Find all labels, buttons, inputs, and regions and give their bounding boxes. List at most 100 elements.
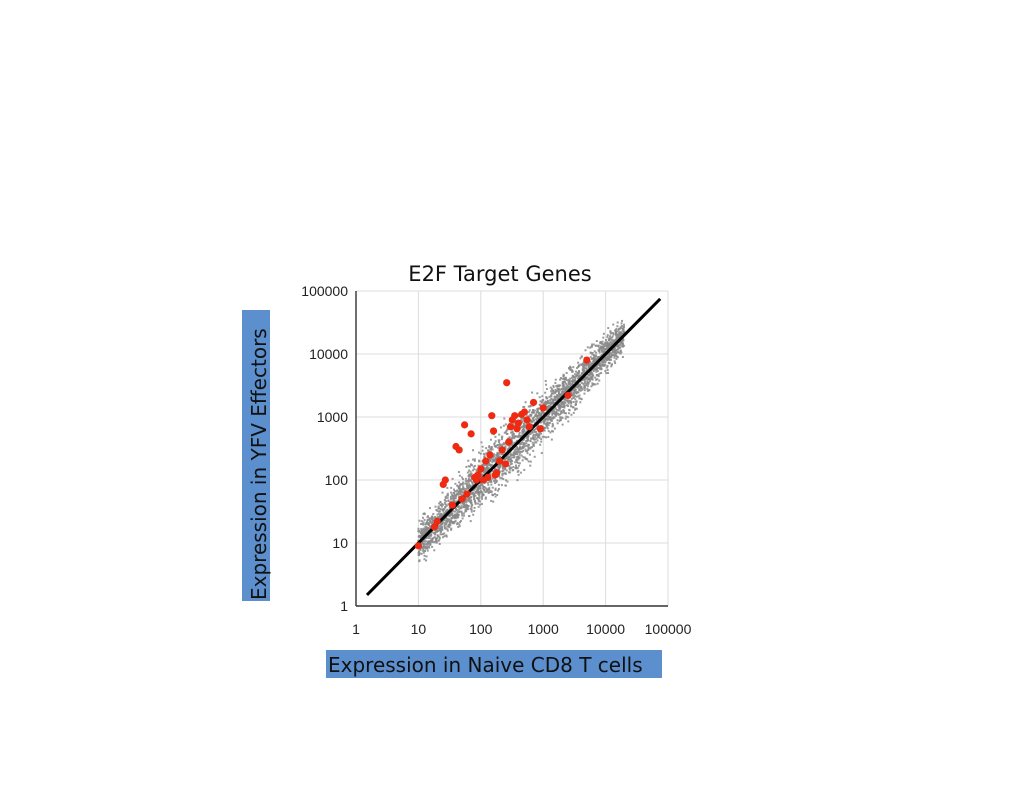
- background-gene-point: [556, 384, 559, 387]
- background-gene-point: [443, 518, 446, 521]
- background-gene-point: [557, 388, 560, 391]
- background-gene-point: [581, 379, 584, 382]
- background-gene-point: [562, 384, 565, 387]
- background-gene-point: [586, 382, 589, 385]
- background-gene-point: [443, 512, 446, 515]
- background-gene-point: [592, 368, 595, 371]
- background-gene-point: [499, 426, 502, 429]
- background-gene-point: [611, 331, 614, 334]
- background-gene-point: [490, 480, 493, 483]
- background-gene-point: [596, 356, 599, 359]
- background-gene-point: [564, 376, 567, 379]
- background-gene-point: [444, 511, 447, 514]
- background-gene-point: [430, 520, 433, 523]
- background-gene-point: [609, 355, 612, 358]
- background-gene-point: [607, 352, 610, 355]
- x-tick-label: 10: [411, 621, 427, 637]
- background-gene-point: [529, 439, 532, 442]
- background-gene-point: [478, 491, 481, 494]
- background-gene-point: [512, 465, 515, 468]
- background-gene-point: [515, 461, 518, 464]
- background-gene-point: [606, 334, 609, 337]
- background-gene-point: [520, 434, 523, 437]
- background-gene-point: [453, 521, 456, 524]
- background-gene-point: [467, 479, 470, 482]
- background-gene-point: [613, 356, 616, 359]
- e2f-target-point: [482, 457, 490, 465]
- background-gene-point: [579, 397, 582, 400]
- background-gene-point: [477, 505, 480, 508]
- background-gene-point: [429, 507, 432, 510]
- background-gene-point: [583, 370, 586, 373]
- background-gene-point: [473, 509, 476, 512]
- background-gene-point: [512, 435, 515, 438]
- background-gene-point: [480, 502, 483, 505]
- background-gene-point: [505, 430, 508, 433]
- background-gene-point: [443, 501, 446, 504]
- background-gene-point: [622, 344, 625, 347]
- background-gene-point: [556, 422, 559, 425]
- background-gene-point: [560, 391, 563, 394]
- background-gene-point: [479, 452, 482, 455]
- background-gene-point: [424, 526, 427, 529]
- background-gene-point: [535, 410, 538, 413]
- background-gene-point: [532, 416, 535, 419]
- background-gene-point: [501, 444, 504, 447]
- background-gene-point: [505, 456, 508, 459]
- background-gene-point: [574, 408, 577, 411]
- background-gene-point: [418, 559, 421, 562]
- background-gene-point: [552, 400, 555, 403]
- background-gene-point: [561, 380, 564, 383]
- background-gene-point: [571, 370, 574, 373]
- background-gene-point: [488, 464, 491, 467]
- background-gene-point: [418, 529, 421, 532]
- background-gene-point: [567, 367, 570, 370]
- background-gene-point: [489, 473, 492, 476]
- background-gene-point: [574, 403, 577, 406]
- background-gene-point: [448, 518, 451, 521]
- background-gene-point: [591, 383, 594, 386]
- background-gene-point: [604, 341, 607, 344]
- background-gene-point: [595, 344, 598, 347]
- background-gene-point: [484, 486, 487, 489]
- background-gene-point: [425, 536, 428, 539]
- background-gene-point: [464, 508, 467, 511]
- background-gene-point: [434, 505, 437, 508]
- background-gene-point: [610, 352, 613, 355]
- background-gene-point: [534, 435, 537, 438]
- background-gene-point: [567, 381, 570, 384]
- background-gene-point: [601, 342, 604, 345]
- background-gene-point: [454, 495, 457, 498]
- background-gene-point: [418, 554, 421, 557]
- background-gene-point: [591, 378, 594, 381]
- background-gene-point: [454, 514, 457, 517]
- background-gene-point: [569, 401, 572, 404]
- background-gene-point: [609, 340, 612, 343]
- background-gene-point: [617, 329, 620, 332]
- background-gene-point: [478, 451, 481, 454]
- background-gene-point: [610, 353, 613, 356]
- background-gene-point: [620, 351, 623, 354]
- background-gene-point: [582, 365, 585, 368]
- background-gene-point: [438, 542, 441, 545]
- background-gene-point: [569, 404, 572, 407]
- background-gene-point: [444, 506, 447, 509]
- background-gene-point: [559, 378, 562, 381]
- background-gene-point: [600, 367, 603, 370]
- background-gene-point: [455, 500, 458, 503]
- background-gene-point: [559, 377, 562, 380]
- background-gene-point: [439, 530, 442, 533]
- background-gene-point: [615, 327, 618, 330]
- background-gene-point: [517, 469, 520, 472]
- background-gene-point: [559, 393, 562, 396]
- background-gene-point: [544, 423, 547, 426]
- background-gene-point: [504, 445, 507, 448]
- background-gene-point: [565, 371, 568, 374]
- background-gene-point: [620, 332, 623, 335]
- background-gene-point: [524, 401, 527, 404]
- background-gene-point: [561, 405, 564, 408]
- background-gene-point: [507, 456, 510, 459]
- background-gene-point: [448, 522, 451, 525]
- background-gene-point: [461, 483, 464, 486]
- background-gene-point: [549, 386, 552, 389]
